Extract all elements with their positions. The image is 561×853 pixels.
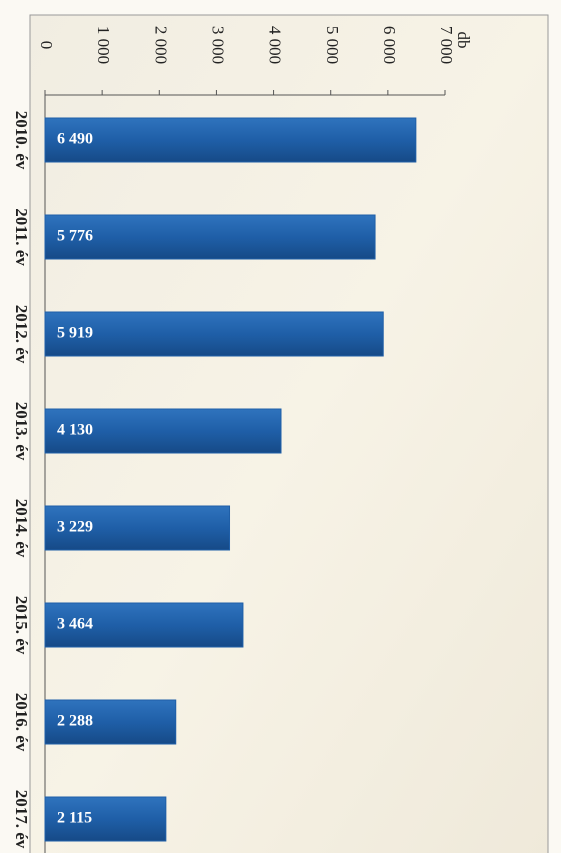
bar: [44, 214, 376, 260]
x-tick-label: 3 000: [209, 26, 228, 64]
bar: [44, 408, 282, 454]
x-tick-label: 1 000: [94, 26, 113, 64]
x-tick-label: 5 000: [323, 26, 342, 64]
x-tick-label: 0: [37, 41, 56, 50]
value-label: 2 288: [57, 713, 93, 730]
bar: [44, 505, 231, 551]
axis-label: db: [454, 32, 473, 49]
category-label: 2014. év: [12, 499, 31, 558]
value-label: 4 130: [57, 422, 93, 439]
bar: [44, 796, 167, 842]
x-tick-label: 2 000: [151, 26, 170, 64]
category-label: 2013. év: [12, 402, 31, 461]
category-label: 2015. év: [12, 596, 31, 655]
value-label: 3 464: [57, 616, 93, 633]
x-tick-label: 4 000: [266, 26, 285, 64]
category-label: 2012. év: [12, 305, 31, 364]
category-label: 2016. év: [12, 693, 31, 752]
category-label: 2017. év: [12, 790, 31, 849]
bar: [44, 311, 384, 357]
value-label: 3 229: [57, 519, 93, 536]
category-label: 2011. év: [12, 208, 31, 266]
category-label: 2010. év: [12, 111, 31, 170]
value-label: 5 919: [57, 325, 93, 342]
value-label: 2 115: [57, 810, 92, 827]
value-label: 6 490: [57, 131, 93, 148]
x-tick-label: 7 000: [437, 26, 456, 64]
x-tick-label: 6 000: [380, 26, 399, 64]
bar: [44, 699, 177, 745]
bar: [44, 117, 417, 163]
bar: [44, 602, 244, 648]
value-label: 5 776: [57, 228, 93, 245]
